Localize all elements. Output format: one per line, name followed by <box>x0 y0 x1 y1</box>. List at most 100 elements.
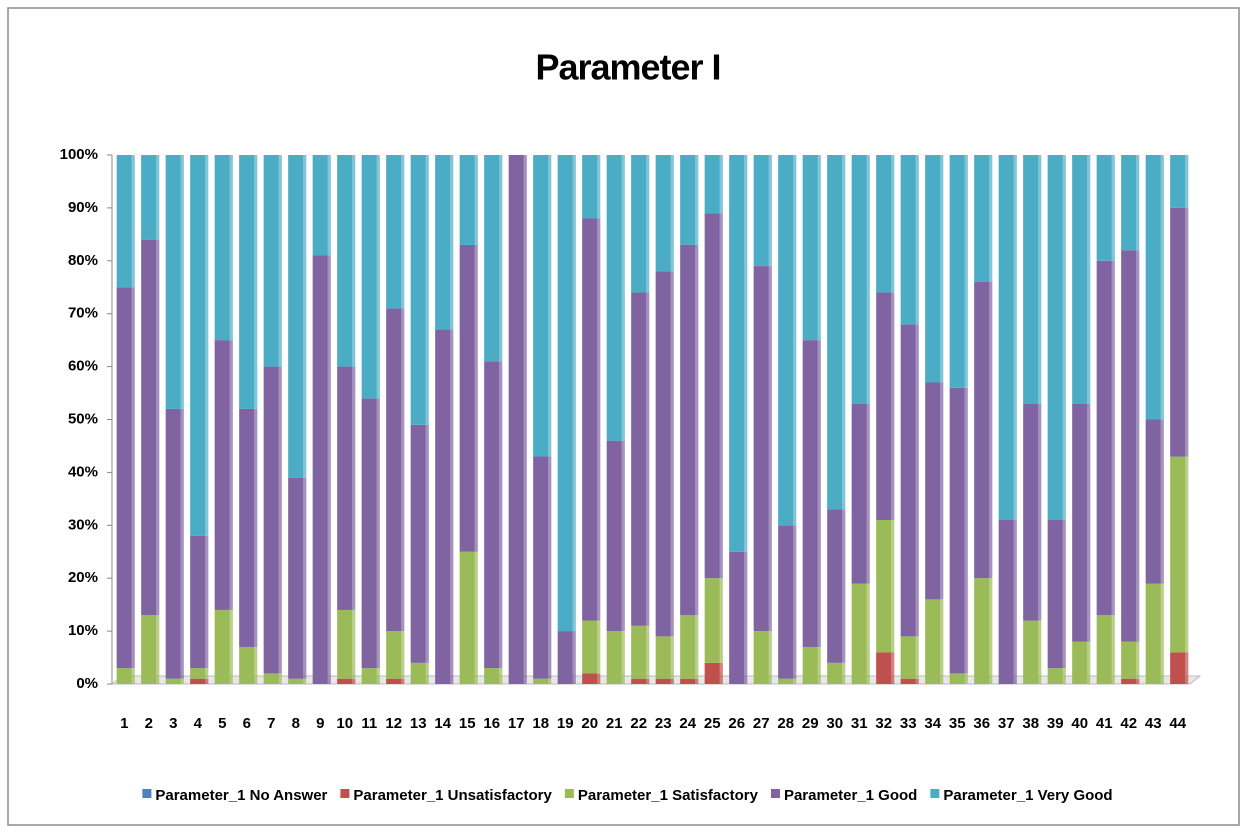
bar-segment <box>361 668 377 684</box>
bar-side <box>352 366 356 610</box>
bar-side <box>1087 155 1091 404</box>
bar-side <box>205 155 209 536</box>
y-tick-label: 100% <box>60 146 98 163</box>
bar-side <box>352 678 356 684</box>
bar-segment <box>263 673 279 684</box>
x-tick-label: 15 <box>459 715 476 732</box>
bar-segment <box>876 520 892 653</box>
x-tick-label: 4 <box>194 715 203 732</box>
x-tick-label: 37 <box>998 715 1015 732</box>
bar-side <box>621 631 625 684</box>
y-tick-label: 60% <box>68 358 98 375</box>
bar-side <box>817 646 821 684</box>
bar-segment <box>165 678 181 684</box>
x-tick-label: 10 <box>336 715 353 732</box>
bar-side <box>548 678 552 684</box>
x-tick-label: 24 <box>679 715 696 732</box>
y-tick-label: 40% <box>68 463 98 480</box>
bar-segment <box>263 155 279 367</box>
x-tick-label: 44 <box>1169 715 1186 732</box>
bar-side <box>303 155 307 478</box>
bar-side <box>499 361 503 669</box>
bar-segment <box>410 155 426 425</box>
bar-segment <box>802 340 818 647</box>
bar-segment <box>484 361 500 669</box>
bar-side <box>1136 678 1140 684</box>
x-tick-label: 7 <box>267 715 275 732</box>
bar-segment <box>704 155 720 214</box>
bar-segment <box>1096 260 1112 616</box>
bar-side <box>989 155 993 282</box>
x-tick-label: 35 <box>949 715 966 732</box>
bar-side <box>180 155 184 409</box>
bar-segment <box>1145 419 1161 584</box>
bar-segment <box>533 678 549 684</box>
bar-segment <box>900 636 916 679</box>
x-tick-label: 42 <box>1120 715 1137 732</box>
bar-segment <box>337 155 353 367</box>
bar-side <box>1185 456 1189 653</box>
bar-side <box>303 678 307 684</box>
x-tick-label: 20 <box>581 715 598 732</box>
bar-side <box>1087 641 1091 684</box>
bar-segment <box>851 403 867 584</box>
bar-segment <box>582 673 598 684</box>
x-tick-label: 28 <box>777 715 794 732</box>
x-tick-label: 19 <box>557 715 574 732</box>
legend-swatch <box>340 789 350 798</box>
bar-segment <box>165 408 181 679</box>
legend-swatch <box>930 789 940 798</box>
bar-side <box>474 551 478 684</box>
bar-segment <box>410 662 426 684</box>
bar-segment <box>116 155 132 288</box>
x-tick-label: 9 <box>316 715 324 732</box>
x-tick-label: 13 <box>410 715 427 732</box>
bar-segment <box>165 155 181 409</box>
bar-segment <box>900 678 916 684</box>
bar-segment <box>998 520 1014 684</box>
bar-side <box>376 398 380 669</box>
bar-segment <box>680 155 696 245</box>
bar-segment <box>606 631 622 684</box>
bar-side <box>891 292 895 521</box>
legend-label: Parameter_1 Very Good <box>943 787 1112 804</box>
bar-side <box>1013 520 1017 684</box>
bar-side <box>1087 403 1091 642</box>
bar-segment <box>484 155 500 362</box>
bar-side <box>548 456 552 679</box>
bar-segment <box>435 329 451 684</box>
bar-segment <box>533 155 549 457</box>
y-tick-label: 20% <box>68 569 98 586</box>
bar-segment <box>190 155 206 536</box>
bar-side <box>1136 641 1140 679</box>
legend-swatch <box>770 789 780 798</box>
bar-segment <box>386 678 402 684</box>
bar-segment <box>459 244 475 552</box>
bar-side <box>597 673 601 684</box>
bar-segment <box>190 678 206 684</box>
bar-segment <box>435 155 451 330</box>
bar-side <box>744 155 748 552</box>
bar-segment <box>1072 403 1088 642</box>
bar-segment <box>680 615 696 679</box>
x-tick-label: 39 <box>1047 715 1064 732</box>
bar-segment <box>312 255 328 684</box>
bar-side <box>131 668 135 684</box>
bar-side <box>425 424 429 663</box>
bar-side <box>1038 155 1042 404</box>
bar-side <box>989 281 993 579</box>
bar-side <box>891 652 895 684</box>
chart-title: Parameter I <box>535 47 720 88</box>
bar-segment <box>925 599 941 684</box>
bar-segment <box>704 662 720 684</box>
bar-side <box>793 525 797 679</box>
x-tick-label: 25 <box>704 715 721 732</box>
bar-segment <box>239 646 255 684</box>
x-tick-label: 12 <box>385 715 402 732</box>
y-tick-label: 50% <box>68 410 98 427</box>
bar-side <box>719 578 723 663</box>
x-tick-label: 40 <box>1071 715 1088 732</box>
bar-side <box>327 155 331 256</box>
x-tick-label: 27 <box>753 715 770 732</box>
y-tick-label: 30% <box>68 516 98 533</box>
